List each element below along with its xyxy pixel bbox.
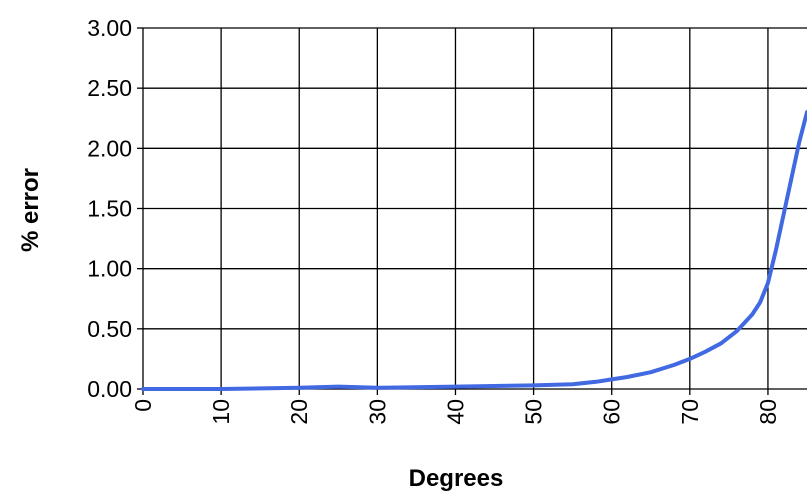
y-tick-label: 1.00: [87, 256, 132, 282]
x-tick-label: 70: [677, 399, 703, 425]
y-tick-label: 2.50: [87, 75, 132, 101]
grid-lines: [137, 27, 807, 395]
y-tick-label: 2.00: [87, 135, 132, 161]
data-line-layer: [141, 110, 807, 391]
x-tick-label: 20: [286, 399, 312, 425]
x-tick-label: 30: [364, 399, 390, 425]
y-tick-label: 0.50: [87, 316, 132, 342]
y-tick-label: 3.00: [87, 15, 132, 41]
y-tick-labels: 0.00 0.50 1.00 1.50 2.00 2.50 3.00: [87, 15, 132, 402]
x-tick-label: 10: [208, 399, 234, 425]
x-tick-label: 40: [442, 399, 468, 425]
x-tick-label: 50: [521, 399, 547, 425]
x-tick-label: 80: [755, 399, 781, 425]
y-tick-label: 0.00: [87, 376, 132, 402]
x-axis-title: Degrees: [409, 465, 504, 492]
y-tick-label: 1.50: [87, 196, 132, 222]
x-tick-label: 0: [130, 399, 156, 412]
y-axis-title: % error: [17, 168, 44, 252]
error-series-line: [141, 110, 807, 391]
x-tick-labels: 0 10 20 30 40 50 60 70 80: [130, 399, 781, 425]
x-tick-label: 60: [599, 399, 625, 425]
